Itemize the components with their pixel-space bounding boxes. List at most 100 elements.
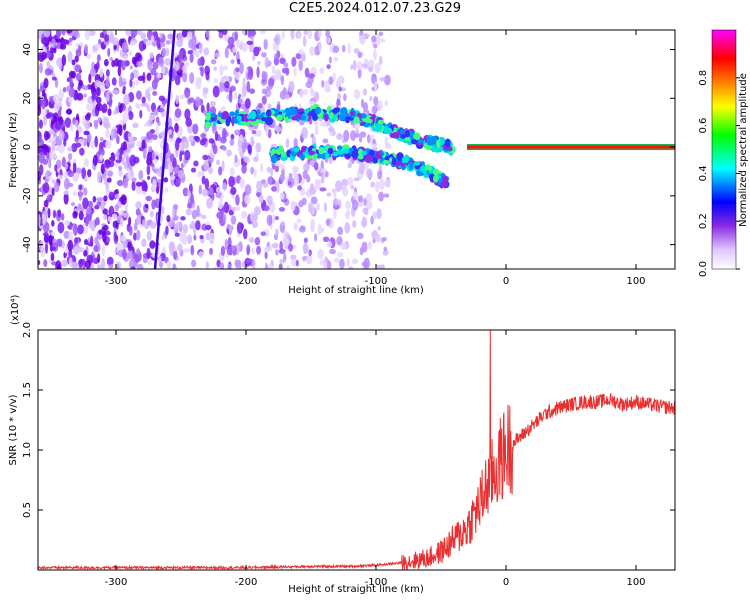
spectrogram-cell xyxy=(208,167,213,175)
spectrogram-cell xyxy=(341,178,348,188)
spectrogram-cell xyxy=(223,201,229,214)
spectrogram-cell xyxy=(361,216,368,228)
spectrogram-cell xyxy=(262,182,269,188)
spectrogram-cell xyxy=(351,258,359,265)
spectrogram-cell xyxy=(303,237,308,243)
spectrogram-heatmap xyxy=(38,30,675,269)
spectrogram-cell xyxy=(191,259,197,268)
spectrogram-cell xyxy=(184,108,191,120)
spectrogram-cell xyxy=(241,164,247,174)
spectrogram-cell xyxy=(237,147,243,153)
spectrogram-cell xyxy=(177,243,183,252)
spectrogram-cell xyxy=(199,235,204,240)
spectrogram-cell xyxy=(334,257,340,264)
spectrogram-cell xyxy=(352,199,359,211)
spectrogram-cell xyxy=(74,55,79,63)
spectrogram-cell xyxy=(138,169,144,180)
spectrogram-cell xyxy=(99,154,103,161)
spectrogram-cell xyxy=(182,187,189,197)
spectrogram-cell xyxy=(248,237,255,243)
spectrogram-x-tick-label: -200 xyxy=(235,276,258,287)
spectrogram-cell xyxy=(100,84,106,93)
spectrogram-cell xyxy=(190,167,197,173)
spectrogram-cell xyxy=(172,204,179,210)
spectrogram-cell xyxy=(104,159,111,169)
spectrogram-cell xyxy=(41,37,48,45)
spectrogram-cell xyxy=(195,52,200,58)
spectrogram-cell xyxy=(84,113,91,121)
spectrogram-cell xyxy=(38,119,44,129)
spectrogram-cell xyxy=(103,121,111,130)
spectrogram-cell xyxy=(38,213,41,226)
spectrogram-cell xyxy=(88,73,92,84)
spectrogram-cell xyxy=(293,67,297,77)
spectrogram-cell xyxy=(38,105,42,117)
spectrogram-cell xyxy=(310,218,315,226)
colorbar-tick-label: 0.0 xyxy=(698,261,709,277)
spectrogram-cell xyxy=(372,138,376,145)
spectrogram-cell xyxy=(292,165,299,173)
spectrogram-cell xyxy=(296,218,302,223)
spectrogram-cell xyxy=(335,180,342,192)
spectrogram-cell xyxy=(266,214,273,226)
spectrogram-cell xyxy=(92,44,98,54)
spectrogram-cell xyxy=(290,200,296,212)
spectrogram-cell xyxy=(89,67,97,77)
spectrogram-cell xyxy=(60,213,65,221)
spectrogram-cell xyxy=(370,181,376,188)
spectrogram-cell xyxy=(274,69,282,81)
spectrogram-cell xyxy=(62,87,67,93)
spectrogram-cell xyxy=(314,125,319,136)
spectrogram-cell xyxy=(76,72,82,82)
spectrogram-cell xyxy=(229,85,236,92)
spectrogram-cell xyxy=(169,153,175,162)
spectrogram-cell xyxy=(241,30,248,36)
spectrogram-branch-cell xyxy=(308,110,315,116)
spectrogram-cell xyxy=(121,41,128,52)
spectrogram-cell xyxy=(86,53,92,60)
spectrogram-cell xyxy=(112,89,119,95)
spectrogram-cell xyxy=(227,263,232,269)
spectrogram-cell xyxy=(197,57,203,67)
colorbar-label: Normalized spectral amplitude xyxy=(738,73,749,227)
spectrogram-cell xyxy=(239,134,244,142)
spectrogram-cell xyxy=(120,81,127,86)
spectrogram-cell xyxy=(176,39,183,48)
spectrogram-branch-cell xyxy=(323,114,329,122)
spectrogram-cell xyxy=(226,149,232,157)
spectrogram-cell xyxy=(320,227,325,233)
spectrogram-cell xyxy=(127,132,132,138)
spectrogram-cell xyxy=(133,232,137,241)
spectrogram-cell xyxy=(78,79,83,86)
spectrogram-cell xyxy=(345,211,351,220)
spectrogram-cell xyxy=(146,230,152,241)
spectrogram-cell xyxy=(219,262,225,269)
spectrogram-cell xyxy=(107,108,112,117)
spectrogram-cell xyxy=(256,180,263,192)
spectrogram-cell xyxy=(81,85,89,91)
spectrogram-cell xyxy=(149,221,157,229)
spectrogram-cell xyxy=(373,43,378,49)
spectrogram-cell xyxy=(308,249,312,257)
spectrogram-cell xyxy=(116,135,120,145)
spectrogram-cell xyxy=(95,197,103,202)
colorbar-tick-label: 0.4 xyxy=(698,165,709,181)
spectrogram-cell xyxy=(64,162,69,170)
spectrogram-cell xyxy=(343,93,347,102)
spectrogram-cell xyxy=(99,68,104,78)
spectrogram-cell xyxy=(106,177,112,183)
spectrogram-cell xyxy=(98,229,103,235)
spectrogram-cell xyxy=(282,237,290,247)
spectrogram-cell xyxy=(114,58,120,67)
spectrogram-cell xyxy=(110,129,115,142)
spectrogram-cell xyxy=(197,170,201,178)
spectrogram-cell xyxy=(52,93,60,104)
spectrogram-cell xyxy=(68,249,73,258)
spectrogram-cell xyxy=(347,176,354,186)
spectrogram-cell xyxy=(261,52,267,58)
spectrogram-cell xyxy=(116,242,122,250)
spectrogram-cell xyxy=(67,239,74,252)
snr-x-ticks: -300 -200 -100 0 100 xyxy=(105,330,646,588)
spectrogram-cell xyxy=(232,46,237,53)
spectrogram-cell xyxy=(376,208,382,220)
